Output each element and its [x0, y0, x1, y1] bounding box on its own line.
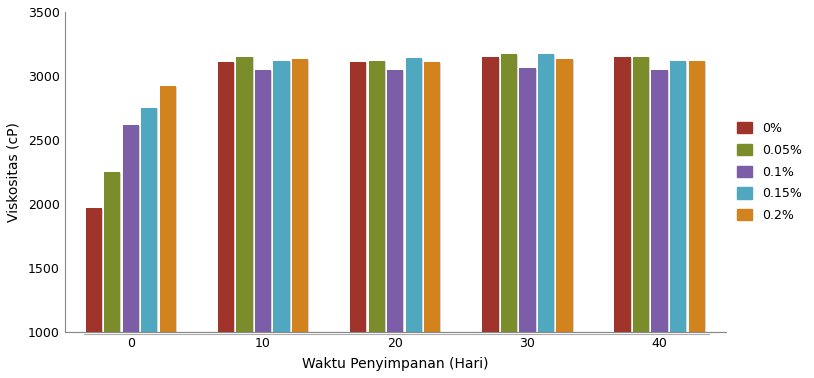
X-axis label: Waktu Penyimpanan (Hari): Waktu Penyimpanan (Hari) — [302, 357, 488, 371]
Bar — [369, 60, 385, 332]
Bar — [539, 55, 555, 333]
Legend: 0%, 0.05%, 0.1%, 0.15%, 0.2%: 0%, 0.05%, 0.1%, 0.15%, 0.2% — [733, 117, 807, 227]
Bar — [141, 108, 157, 332]
Bar — [293, 60, 309, 333]
Bar — [538, 54, 554, 332]
Bar — [615, 57, 631, 332]
Bar — [407, 59, 423, 333]
Bar — [615, 58, 632, 333]
Bar — [85, 208, 102, 332]
Bar — [484, 58, 500, 333]
Bar — [351, 63, 367, 333]
Bar — [123, 125, 139, 332]
Bar — [105, 173, 121, 333]
Bar — [689, 62, 706, 333]
Bar — [671, 62, 687, 333]
Bar — [292, 59, 309, 332]
Bar — [388, 71, 405, 333]
Bar — [255, 70, 271, 332]
Bar — [370, 62, 386, 333]
Bar — [387, 70, 403, 332]
Bar — [256, 71, 272, 333]
Bar — [219, 63, 235, 333]
Bar — [425, 63, 441, 333]
Bar — [350, 62, 366, 332]
Bar — [653, 71, 669, 333]
Bar — [670, 60, 686, 332]
Bar — [651, 70, 667, 332]
Bar — [86, 209, 103, 333]
Bar — [501, 54, 517, 332]
Bar — [218, 62, 234, 332]
Bar — [104, 172, 120, 332]
Bar — [633, 57, 650, 332]
Bar — [501, 55, 518, 333]
Bar — [424, 62, 440, 332]
Bar — [405, 58, 422, 332]
Y-axis label: Viskositas (cP): Viskositas (cP) — [7, 122, 21, 222]
Bar — [142, 109, 159, 333]
Bar — [556, 59, 572, 332]
Bar — [274, 62, 291, 333]
Bar — [236, 57, 252, 332]
Bar — [689, 60, 705, 332]
Bar — [519, 68, 536, 332]
Bar — [274, 60, 290, 332]
Bar — [520, 69, 536, 333]
Bar — [160, 87, 177, 333]
Bar — [238, 58, 254, 333]
Bar — [124, 126, 140, 333]
Bar — [558, 60, 574, 333]
Bar — [634, 58, 650, 333]
Bar — [482, 57, 498, 332]
Bar — [160, 86, 176, 332]
